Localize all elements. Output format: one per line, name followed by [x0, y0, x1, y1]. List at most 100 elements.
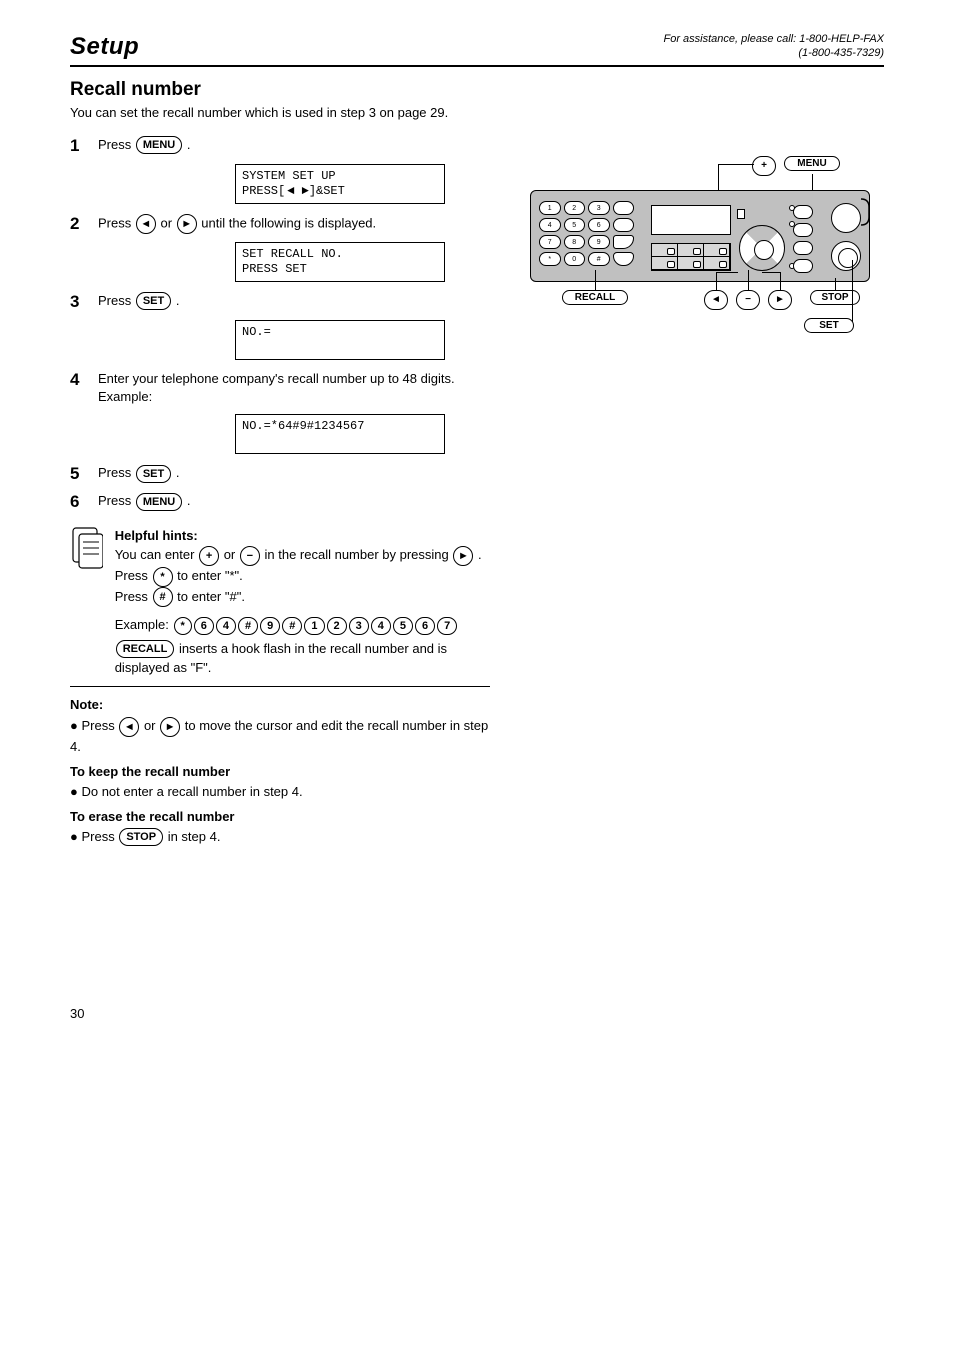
note-text: Do not enter a recall number in step 4. [81, 784, 302, 799]
callout-right: ► [768, 290, 792, 310]
step-text: Press [98, 137, 135, 152]
handset-icon [857, 197, 871, 227]
step-4: 4 Enter your telephone company's recall … [70, 370, 490, 406]
hint-icon [70, 526, 105, 573]
note-subtitle: To erase the recall number [70, 809, 235, 824]
note-text: in step 4. [168, 829, 221, 844]
hint-text: You can enter [115, 547, 198, 562]
star-key-icon: * [153, 567, 173, 587]
digit-key-icon: 1 [304, 617, 324, 635]
device-lcd [651, 205, 731, 235]
header-assist-line1: For assistance, please call: 1-800-HELP-… [664, 32, 885, 46]
step-text: Press [98, 215, 135, 230]
page-number: 30 [70, 1006, 884, 1021]
step-2: 2 Press ◄ or ► until the following is di… [70, 214, 490, 234]
digit-key-icon: 9 [260, 617, 280, 635]
step-1: 1 Press MENU . [70, 136, 490, 156]
hint-text: . [478, 547, 482, 562]
digit-key-icon: # [238, 617, 258, 635]
note-text: or [144, 718, 159, 733]
callout-recall: RECALL [562, 290, 628, 305]
hint-text: to enter "*". [177, 568, 243, 583]
right-arrow-key-icon: ► [160, 717, 180, 737]
step-num: 3 [70, 292, 88, 312]
stop-key-icon: STOP [119, 828, 163, 846]
digit-key-icon: 7 [437, 617, 457, 635]
hint-example-keys: *64#9#1234567 [173, 617, 459, 632]
left-arrow-key-icon: ◄ [136, 214, 156, 234]
note-subtitle: To keep the recall number [70, 764, 230, 779]
dial-keypad: 123 456 789 *0# [539, 201, 634, 266]
hint-text: Press [115, 568, 152, 583]
set-key-icon: SET [136, 465, 171, 483]
steps-column: 1 Press MENU . SYSTEM SET UP PRESS[◄ ►]&… [70, 136, 490, 847]
hint-text: Press [115, 589, 152, 604]
right-arrow-key-icon: ► [177, 214, 197, 234]
right-arrow-key-icon: ► [453, 546, 473, 566]
section-subtitle: You can set the recall number which is u… [70, 105, 884, 120]
digit-key-icon: 4 [371, 617, 391, 635]
hint-text: or [224, 547, 239, 562]
note-block: Note: ● Press ◄ or ► to move the cursor … [70, 695, 490, 847]
hash-key-icon: # [153, 587, 173, 607]
hints-title: Helpful hints: [115, 526, 490, 546]
digit-key-icon: * [174, 617, 192, 635]
note-title: Note: [70, 695, 490, 715]
one-touch-keys [651, 243, 731, 271]
step-text: Press [98, 293, 135, 308]
header-rule [70, 65, 884, 67]
step-num: 2 [70, 214, 88, 234]
digit-key-icon: 6 [194, 617, 214, 635]
note-text: Press [81, 829, 118, 844]
callout-minus: − [736, 290, 760, 310]
left-arrow-key-icon: ◄ [119, 717, 139, 737]
hint-text: to enter "#". [177, 589, 245, 604]
callout-plus: + [752, 156, 776, 176]
menu-key-icon: MENU [136, 493, 182, 511]
section-title: Recall number [70, 79, 884, 101]
step-text: until the following is displayed. [201, 215, 376, 230]
step-text: . [176, 293, 180, 308]
header-section: Setup [70, 33, 139, 61]
recall-key-icon: RECALL [116, 640, 175, 658]
step-text: Press [98, 493, 135, 508]
helpful-hints: Helpful hints: You can enter + or − in t… [70, 526, 490, 678]
step-text: . [187, 137, 191, 152]
step-5: 5 Press SET . [70, 464, 490, 484]
header-assist: For assistance, please call: 1-800-HELP-… [664, 32, 885, 61]
step-text: . [176, 465, 180, 480]
device-panel: 123 456 789 *0# [530, 190, 870, 282]
step-text: . [187, 493, 191, 508]
plus-key-icon: + [199, 546, 219, 566]
minus-key-icon: − [240, 546, 260, 566]
lcd-display-4: NO.=*64#9#1234567 [235, 414, 445, 454]
digit-key-icon: 6 [415, 617, 435, 635]
small-rect [737, 209, 745, 219]
set-key-icon: SET [136, 292, 171, 310]
digit-key-icon: 4 [216, 617, 236, 635]
header-assist-line2: (1-800-435-7329) [664, 46, 885, 60]
callout-menu: MENU [784, 156, 840, 171]
example-label: Example: [98, 389, 152, 404]
step-num: 1 [70, 136, 88, 156]
hint-example-label: Example: [115, 617, 173, 632]
step-text: Press [98, 465, 135, 480]
step-text: Enter your telephone company's recall nu… [98, 371, 455, 386]
separator-rule [70, 686, 490, 687]
step-num: 4 [70, 370, 88, 390]
digit-key-icon: 3 [349, 617, 369, 635]
note-text: Press [81, 718, 118, 733]
device-illustration: + MENU 123 456 789 *0# [520, 136, 880, 847]
callout-left: ◄ [704, 290, 728, 310]
step-num: 6 [70, 492, 88, 512]
digit-key-icon: # [282, 617, 302, 635]
callout-set: SET [804, 318, 854, 333]
digit-key-icon: 5 [393, 617, 413, 635]
step-3: 3 Press SET . [70, 292, 490, 312]
step-num: 5 [70, 464, 88, 484]
lcd-display-3: NO.= [235, 320, 445, 360]
big-button-bottom [831, 241, 861, 271]
digit-key-icon: 2 [327, 617, 347, 635]
lcd-display-1: SYSTEM SET UP PRESS[◄ ►]&SET [235, 164, 445, 204]
step-text: or [160, 215, 175, 230]
